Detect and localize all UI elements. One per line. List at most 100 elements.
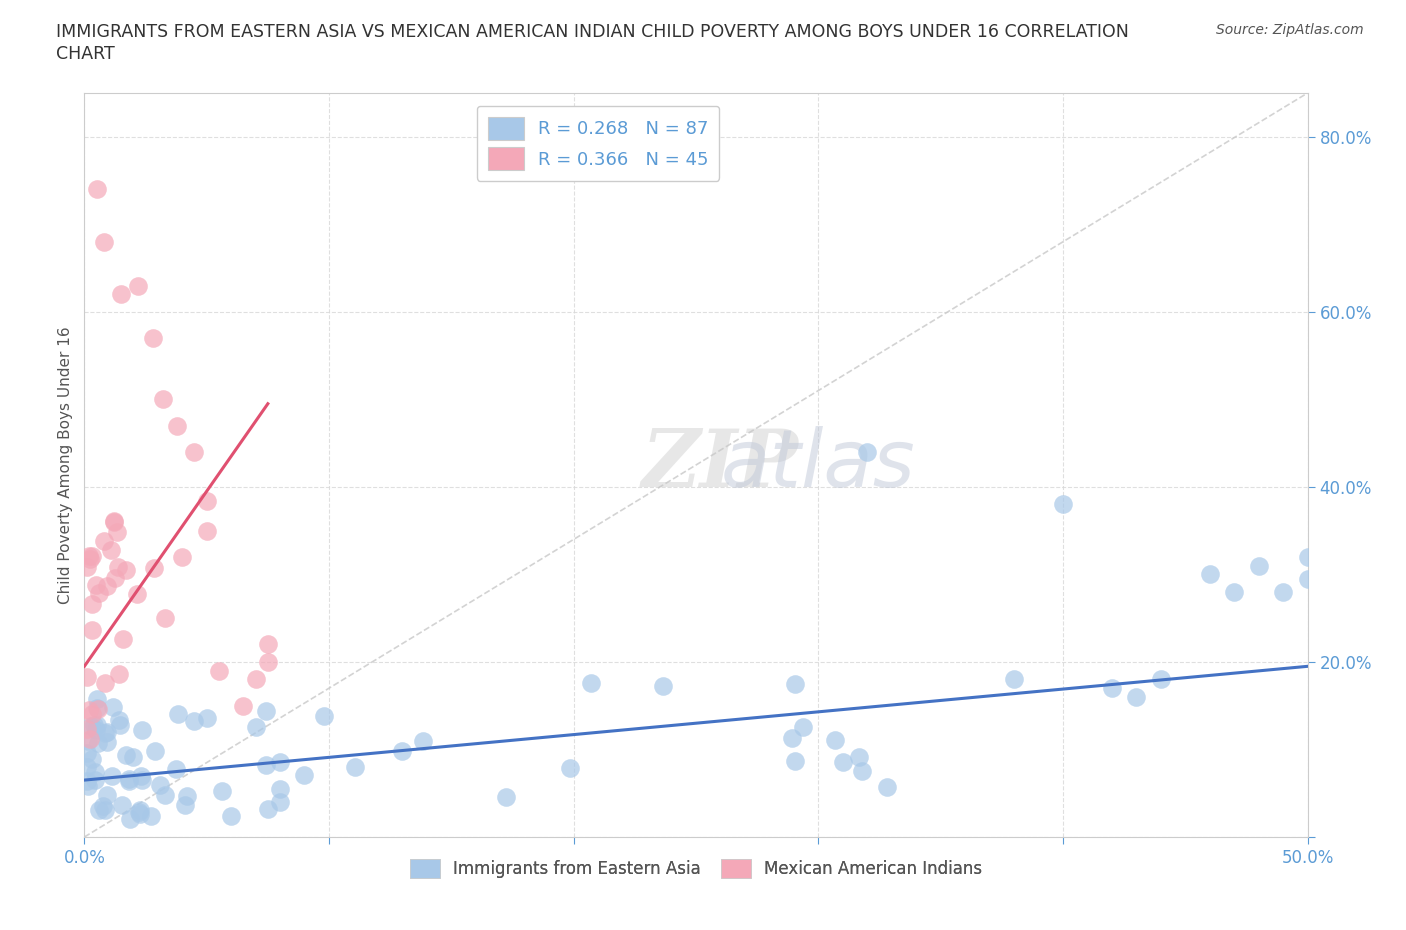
Point — [82, 622, 104, 637]
Legend: Immigrants from Eastern Asia, Mexican American Indians: Immigrants from Eastern Asia, Mexican Am… — [404, 852, 988, 884]
Point — [82, 751, 104, 766]
Point — [103, 514, 125, 529]
Point — [254, 703, 277, 718]
Point — [93, 234, 115, 249]
Point — [131, 723, 153, 737]
Point — [167, 706, 190, 721]
Point — [581, 675, 603, 690]
Text: IMMIGRANTS FROM EASTERN ASIA VS MEXICAN AMERICAN INDIAN CHILD POVERTY AMONG BOYS: IMMIGRANTS FROM EASTERN ASIA VS MEXICAN … — [56, 23, 1129, 41]
Point — [195, 493, 218, 508]
Point — [79, 551, 101, 566]
Point — [76, 670, 98, 684]
Point — [876, 780, 898, 795]
Point — [108, 718, 131, 733]
Point — [344, 760, 367, 775]
Point — [1101, 681, 1123, 696]
Text: atlas: atlas — [721, 426, 915, 504]
Point — [129, 806, 152, 821]
Point — [87, 736, 110, 751]
Point — [103, 513, 125, 528]
Point — [77, 734, 100, 749]
Point — [651, 679, 673, 694]
Point — [142, 331, 165, 346]
Point — [91, 799, 114, 814]
Point — [232, 698, 254, 713]
Point — [108, 666, 131, 681]
Point — [780, 731, 803, 746]
Point — [1002, 672, 1025, 687]
Point — [79, 731, 101, 746]
Text: ZIP: ZIP — [643, 426, 799, 504]
Point — [118, 811, 141, 826]
Point — [76, 746, 98, 761]
Point — [104, 571, 127, 586]
Point — [195, 524, 218, 538]
Point — [412, 734, 434, 749]
Point — [245, 720, 267, 735]
Point — [76, 721, 98, 736]
Point — [131, 772, 153, 787]
Point — [94, 725, 117, 740]
Point — [84, 578, 107, 592]
Point — [1198, 567, 1220, 582]
Point — [83, 718, 105, 733]
Point — [1296, 571, 1319, 586]
Point — [143, 561, 166, 576]
Point — [851, 764, 873, 778]
Point — [183, 713, 205, 728]
Point — [129, 768, 152, 783]
Point — [211, 784, 233, 799]
Point — [101, 699, 124, 714]
Point — [76, 760, 98, 775]
Point — [856, 445, 879, 459]
Point — [77, 549, 100, 564]
Point — [96, 734, 118, 749]
Point — [208, 663, 231, 678]
Point — [257, 637, 280, 652]
Point — [115, 563, 138, 578]
Point — [87, 803, 110, 817]
Point — [269, 795, 291, 810]
Point — [257, 802, 280, 817]
Point — [100, 543, 122, 558]
Text: Source: ZipAtlas.com: Source: ZipAtlas.com — [1216, 23, 1364, 37]
Point — [128, 804, 150, 819]
Point — [82, 706, 104, 721]
Point — [86, 717, 108, 732]
Point — [101, 768, 124, 783]
Point — [785, 753, 807, 768]
Point — [83, 772, 105, 787]
Point — [558, 761, 581, 776]
Point — [77, 778, 100, 793]
Point — [257, 655, 280, 670]
Point — [312, 709, 335, 724]
Point — [94, 675, 117, 690]
Point — [783, 677, 806, 692]
Point — [219, 809, 242, 824]
Point — [172, 550, 194, 565]
Y-axis label: Child Poverty Among Boys Under 16: Child Poverty Among Boys Under 16 — [58, 326, 73, 604]
Point — [183, 445, 205, 459]
Point — [495, 790, 517, 804]
Point — [115, 748, 138, 763]
Point — [153, 788, 176, 803]
Point — [1247, 558, 1270, 573]
Point — [143, 743, 166, 758]
Point — [108, 712, 131, 727]
Point — [86, 691, 108, 706]
Point — [165, 762, 187, 777]
Point — [139, 808, 162, 823]
Point — [294, 767, 316, 782]
Point — [127, 587, 149, 602]
Point — [152, 392, 174, 406]
Point — [84, 723, 107, 737]
Point — [254, 758, 277, 773]
Point — [129, 803, 152, 817]
Point — [1223, 584, 1246, 599]
Point — [82, 596, 104, 611]
Point — [176, 789, 198, 804]
Point — [1125, 689, 1147, 704]
Point — [77, 703, 100, 718]
Point — [174, 797, 197, 812]
Point — [87, 585, 110, 600]
